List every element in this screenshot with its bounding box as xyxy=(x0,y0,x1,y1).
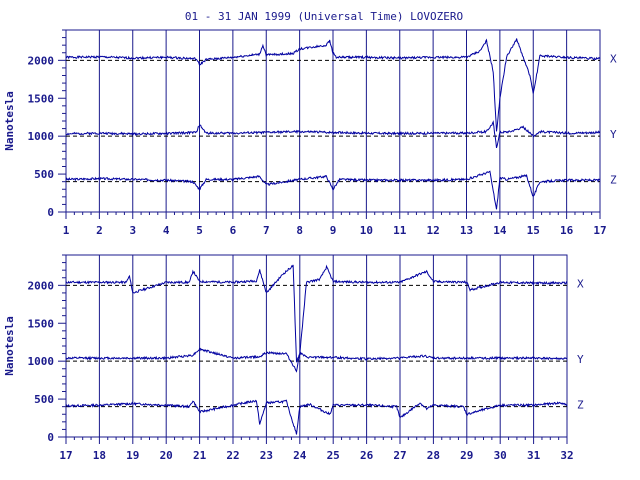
x-tick-label: 12 xyxy=(427,224,440,237)
y-tick-label: 500 xyxy=(34,168,54,181)
x-tick-label: 14 xyxy=(493,224,507,237)
series-x-line xyxy=(65,264,568,363)
x-tick-label: 2 xyxy=(96,224,103,237)
x-tick-label: 19 xyxy=(126,449,139,462)
x-tick-label: 17 xyxy=(593,224,606,237)
y-tick-label: 1500 xyxy=(28,92,55,105)
x-tick-label: 7 xyxy=(263,224,270,237)
y-axis-label: Nanotesla xyxy=(3,316,16,376)
x-tick-label: 9 xyxy=(330,224,337,237)
series-z-line xyxy=(65,170,601,210)
x-tick-label: 5 xyxy=(196,224,203,237)
x-tick-label: 1 xyxy=(63,224,70,237)
x-tick-label: 29 xyxy=(460,449,473,462)
x-tick-label: 23 xyxy=(260,449,273,462)
series-z-label: Z xyxy=(610,174,617,187)
y-tick-label: 0 xyxy=(47,431,54,444)
x-tick-label: 31 xyxy=(527,449,541,462)
series-x-label: X xyxy=(610,52,617,65)
x-tick-label: 28 xyxy=(427,449,440,462)
y-axis-label: Nanotesla xyxy=(3,91,16,151)
x-tick-label: 25 xyxy=(327,449,340,462)
series-x-label: X xyxy=(577,277,584,290)
y-tick-label: 0 xyxy=(47,206,54,219)
x-tick-label: 3 xyxy=(129,224,136,237)
series-y-line xyxy=(65,120,601,149)
x-tick-label: 18 xyxy=(93,449,106,462)
x-tick-label: 30 xyxy=(494,449,507,462)
series-y-label: Y xyxy=(577,353,584,366)
y-tick-label: 2000 xyxy=(28,279,55,292)
x-tick-label: 10 xyxy=(360,224,373,237)
series-y-label: Y xyxy=(610,128,617,141)
y-tick-label: 1000 xyxy=(28,355,55,368)
panel-top: 1 2 3 4 5 6 7 8 9 10 11 12 13 14 15 16 17050010001500200… xyxy=(3,29,617,237)
plot-frame xyxy=(65,254,568,438)
series-z-label: Z xyxy=(577,399,584,412)
series-x-line xyxy=(65,38,601,132)
x-tick-label: 16 xyxy=(560,224,574,237)
series-z-line xyxy=(65,399,568,435)
chart-title: 01 - 31 JAN 1999 (Universal Time) LOVOZE… xyxy=(185,10,463,23)
x-tick-label: 11 xyxy=(393,224,407,237)
x-tick-label: 24 xyxy=(293,449,307,462)
x-tick-label: 8 xyxy=(296,224,303,237)
y-tick-label: 2000 xyxy=(28,54,55,67)
x-tick-label: 6 xyxy=(230,224,237,237)
series-y-line xyxy=(65,347,568,373)
y-tick-label: 1500 xyxy=(28,317,55,330)
y-tick-label: 1000 xyxy=(28,130,55,143)
x-tick-label: 22 xyxy=(226,449,239,462)
x-tick-label: 26 xyxy=(360,449,374,462)
x-tick-label: 20 xyxy=(160,449,173,462)
x-tick-label: 4 xyxy=(163,224,170,237)
x-tick-label: 13 xyxy=(460,224,473,237)
y-tick-label: 500 xyxy=(34,393,54,406)
x-tick-label: 27 xyxy=(393,449,406,462)
x-tick-label: 21 xyxy=(193,449,207,462)
x-tick-label: 17 xyxy=(59,449,72,462)
x-tick-label: 32 xyxy=(560,449,573,462)
x-tick-label: 15 xyxy=(527,224,540,237)
panel-bottom: 17 18 19 20 21 22 23 24 25 26 27 28 29 30 31 32 0 500 1000… xyxy=(3,254,584,462)
